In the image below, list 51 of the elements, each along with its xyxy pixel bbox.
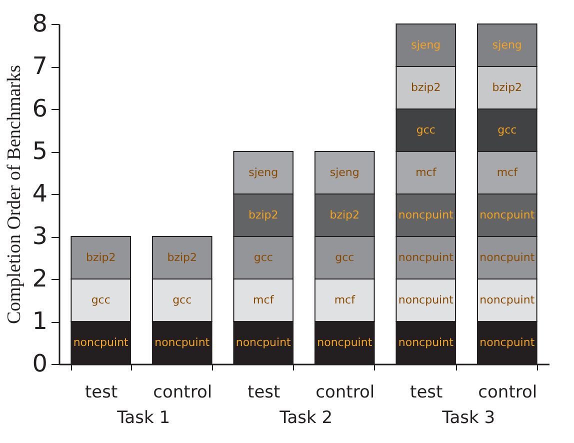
data-label: gcc xyxy=(254,250,273,264)
data-label: noncpuint xyxy=(317,336,373,349)
data-label: gcc xyxy=(91,293,110,306)
y-tick-label: 4 xyxy=(32,180,48,208)
data-label: sjeng xyxy=(248,166,278,179)
x-tick-label: control xyxy=(478,382,538,402)
data-label: noncpuint xyxy=(73,336,130,349)
text: Task 1 xyxy=(116,408,170,428)
data-label: gcc xyxy=(172,293,192,306)
y-tick-label: 5 xyxy=(32,137,48,165)
data-label: noncpuint xyxy=(154,336,210,349)
x-tick-label: test xyxy=(248,382,281,402)
y-tick-label: 3 xyxy=(32,222,48,250)
data-label: sjeng xyxy=(330,166,360,179)
data-label: noncpuint xyxy=(398,208,454,222)
data-label: gcc xyxy=(498,123,517,136)
y-tick-label: 1 xyxy=(32,307,48,335)
data-label: bzip2 xyxy=(167,250,198,264)
y-tick-label: 0 xyxy=(32,350,48,378)
data-label: sjeng xyxy=(411,38,441,52)
data-label: mcf xyxy=(334,293,356,306)
data-label: noncpuint xyxy=(398,293,454,306)
text: Task 3 xyxy=(441,408,496,428)
data-label: gcc xyxy=(335,250,354,264)
data-label: bzip2 xyxy=(86,250,116,264)
data-label: noncpuint xyxy=(398,250,454,264)
y-tick-label: 8 xyxy=(32,10,48,38)
y-tick-label: 6 xyxy=(32,94,48,122)
data-label: noncpuint xyxy=(398,336,454,349)
data-label: mcf xyxy=(416,166,438,179)
y-tick-label: 2 xyxy=(32,264,48,292)
x-tick-label: test xyxy=(85,382,118,402)
y-tick-label: 7 xyxy=(32,52,48,80)
data-label: bzip2 xyxy=(330,208,360,222)
data-label: noncpuint xyxy=(480,336,536,349)
data-label: noncpuint xyxy=(236,336,292,349)
x-tick-label: control xyxy=(153,382,212,402)
data-label: noncpuint xyxy=(480,208,536,222)
data-label: mcf xyxy=(496,166,519,179)
x-tick-label: test xyxy=(410,382,444,402)
data-label: gcc xyxy=(416,123,436,136)
y-axis-title: Completion Order of Benchmarks xyxy=(4,64,26,324)
data-label: sjeng xyxy=(492,38,522,52)
data-label: mcf xyxy=(253,293,275,306)
data-label: noncpuint xyxy=(480,293,536,306)
data-label: bzip2 xyxy=(492,80,522,94)
data-label: bzip2 xyxy=(410,80,441,94)
data-label: noncpuint xyxy=(480,250,536,264)
text: Task 2 xyxy=(278,408,333,428)
x-tick-label: control xyxy=(316,382,375,402)
data-label: bzip2 xyxy=(248,208,278,222)
